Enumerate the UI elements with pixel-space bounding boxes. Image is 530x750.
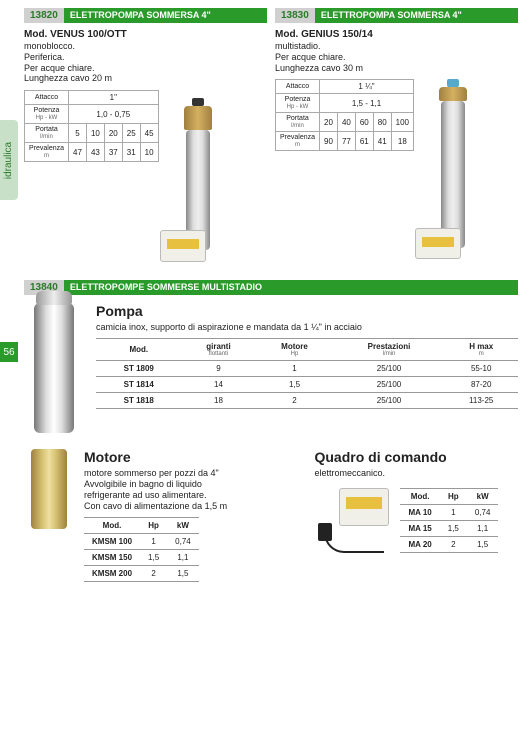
product-code: 13820 [24,8,64,23]
model-name: Mod. VENUS 100/OTT [24,29,267,40]
desc: Con cavo di alimentazione da 1,5 m [84,501,304,512]
pump-image [163,90,233,270]
section-title: Motore [84,449,304,465]
quadro-table: Mod.HpkW MA 1010,74 MA 151,51,1 MA 2021,… [400,488,498,553]
desc: Lunghezza cavo 20 m [24,73,267,84]
desc: camicia inox, supporto di aspirazione e … [96,322,518,332]
model-name: Mod. GENIUS 150/14 [275,29,518,40]
desc: Per acque chiare. [24,63,267,74]
desc: elettromeccanico. [314,468,518,479]
product-card: 13830 ELETTROPOMPA SOMMERSA 4" Mod. GENI… [275,8,518,270]
desc: motore sommerso per pozzi da 4" [84,468,304,479]
category-tab: idraulica [0,120,18,200]
desc: Periferica. [24,52,267,63]
pump-image [418,79,488,259]
spec-table: Attacco1 ¼" PotenzaHp - kW1,5 - 1,1 Port… [275,79,414,151]
motore-table: Mod.HpkW KMSM 10010,74 KMSM 1501,51,1 KM… [84,517,199,582]
pump-image [24,303,84,433]
pompa-table: Mod. girantiflottanti MotoreHp Prestazio… [96,338,518,409]
desc: Lunghezza cavo 30 m [275,63,518,74]
desc: Per acque chiare. [275,52,518,63]
desc: Avvolgibile in bagno di liquido [84,479,304,490]
section-title: Pompa [96,303,518,319]
product-title: ELETTROPOMPE SOMMERSE MULTISTADIO [64,280,518,295]
motor-image [24,449,74,529]
product-code: 13830 [275,8,315,23]
section-title: Quadro di comando [314,449,518,465]
product-title: ELETTROPOMPA SOMMERSA 4" [315,8,518,23]
control-box-image [314,483,394,553]
category-label: idraulica [4,141,15,178]
spec-table: Attacco1" PotenzaHp - kW1,0 - 0,75 Porta… [24,90,159,162]
desc: monoblocco. [24,41,267,52]
product-card: 13820 ELETTROPOMPA SOMMERSA 4" Mod. VENU… [24,8,267,270]
desc: refrigerante ad uso alimentare. [84,490,304,501]
desc: multistadio. [275,41,518,52]
product-title: ELETTROPOMPA SOMMERSA 4" [64,8,267,23]
page-number: 56 [0,342,18,362]
